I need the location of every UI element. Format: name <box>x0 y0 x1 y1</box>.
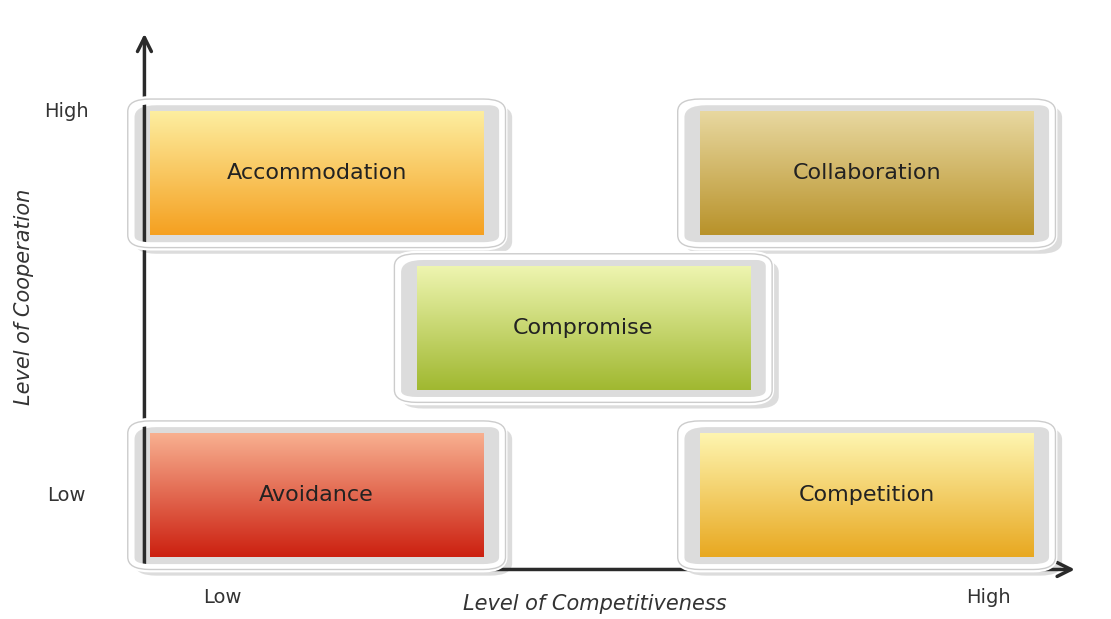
Text: Low: Low <box>203 588 241 607</box>
FancyBboxPatch shape <box>134 105 512 254</box>
FancyBboxPatch shape <box>134 427 512 576</box>
FancyBboxPatch shape <box>684 105 1062 254</box>
Text: Level of Competitiveness: Level of Competitiveness <box>462 594 727 614</box>
Text: Avoidance: Avoidance <box>259 485 374 505</box>
Text: High: High <box>967 588 1011 607</box>
Text: High: High <box>44 102 89 121</box>
Text: Low: Low <box>48 486 86 504</box>
Text: Level of Cooperation: Level of Cooperation <box>14 189 34 405</box>
FancyBboxPatch shape <box>401 260 779 409</box>
Text: Accommodation: Accommodation <box>227 163 407 183</box>
Text: Collaboration: Collaboration <box>792 163 941 183</box>
Text: Competition: Competition <box>799 485 934 505</box>
Text: Compromise: Compromise <box>513 318 653 338</box>
FancyBboxPatch shape <box>684 427 1062 576</box>
